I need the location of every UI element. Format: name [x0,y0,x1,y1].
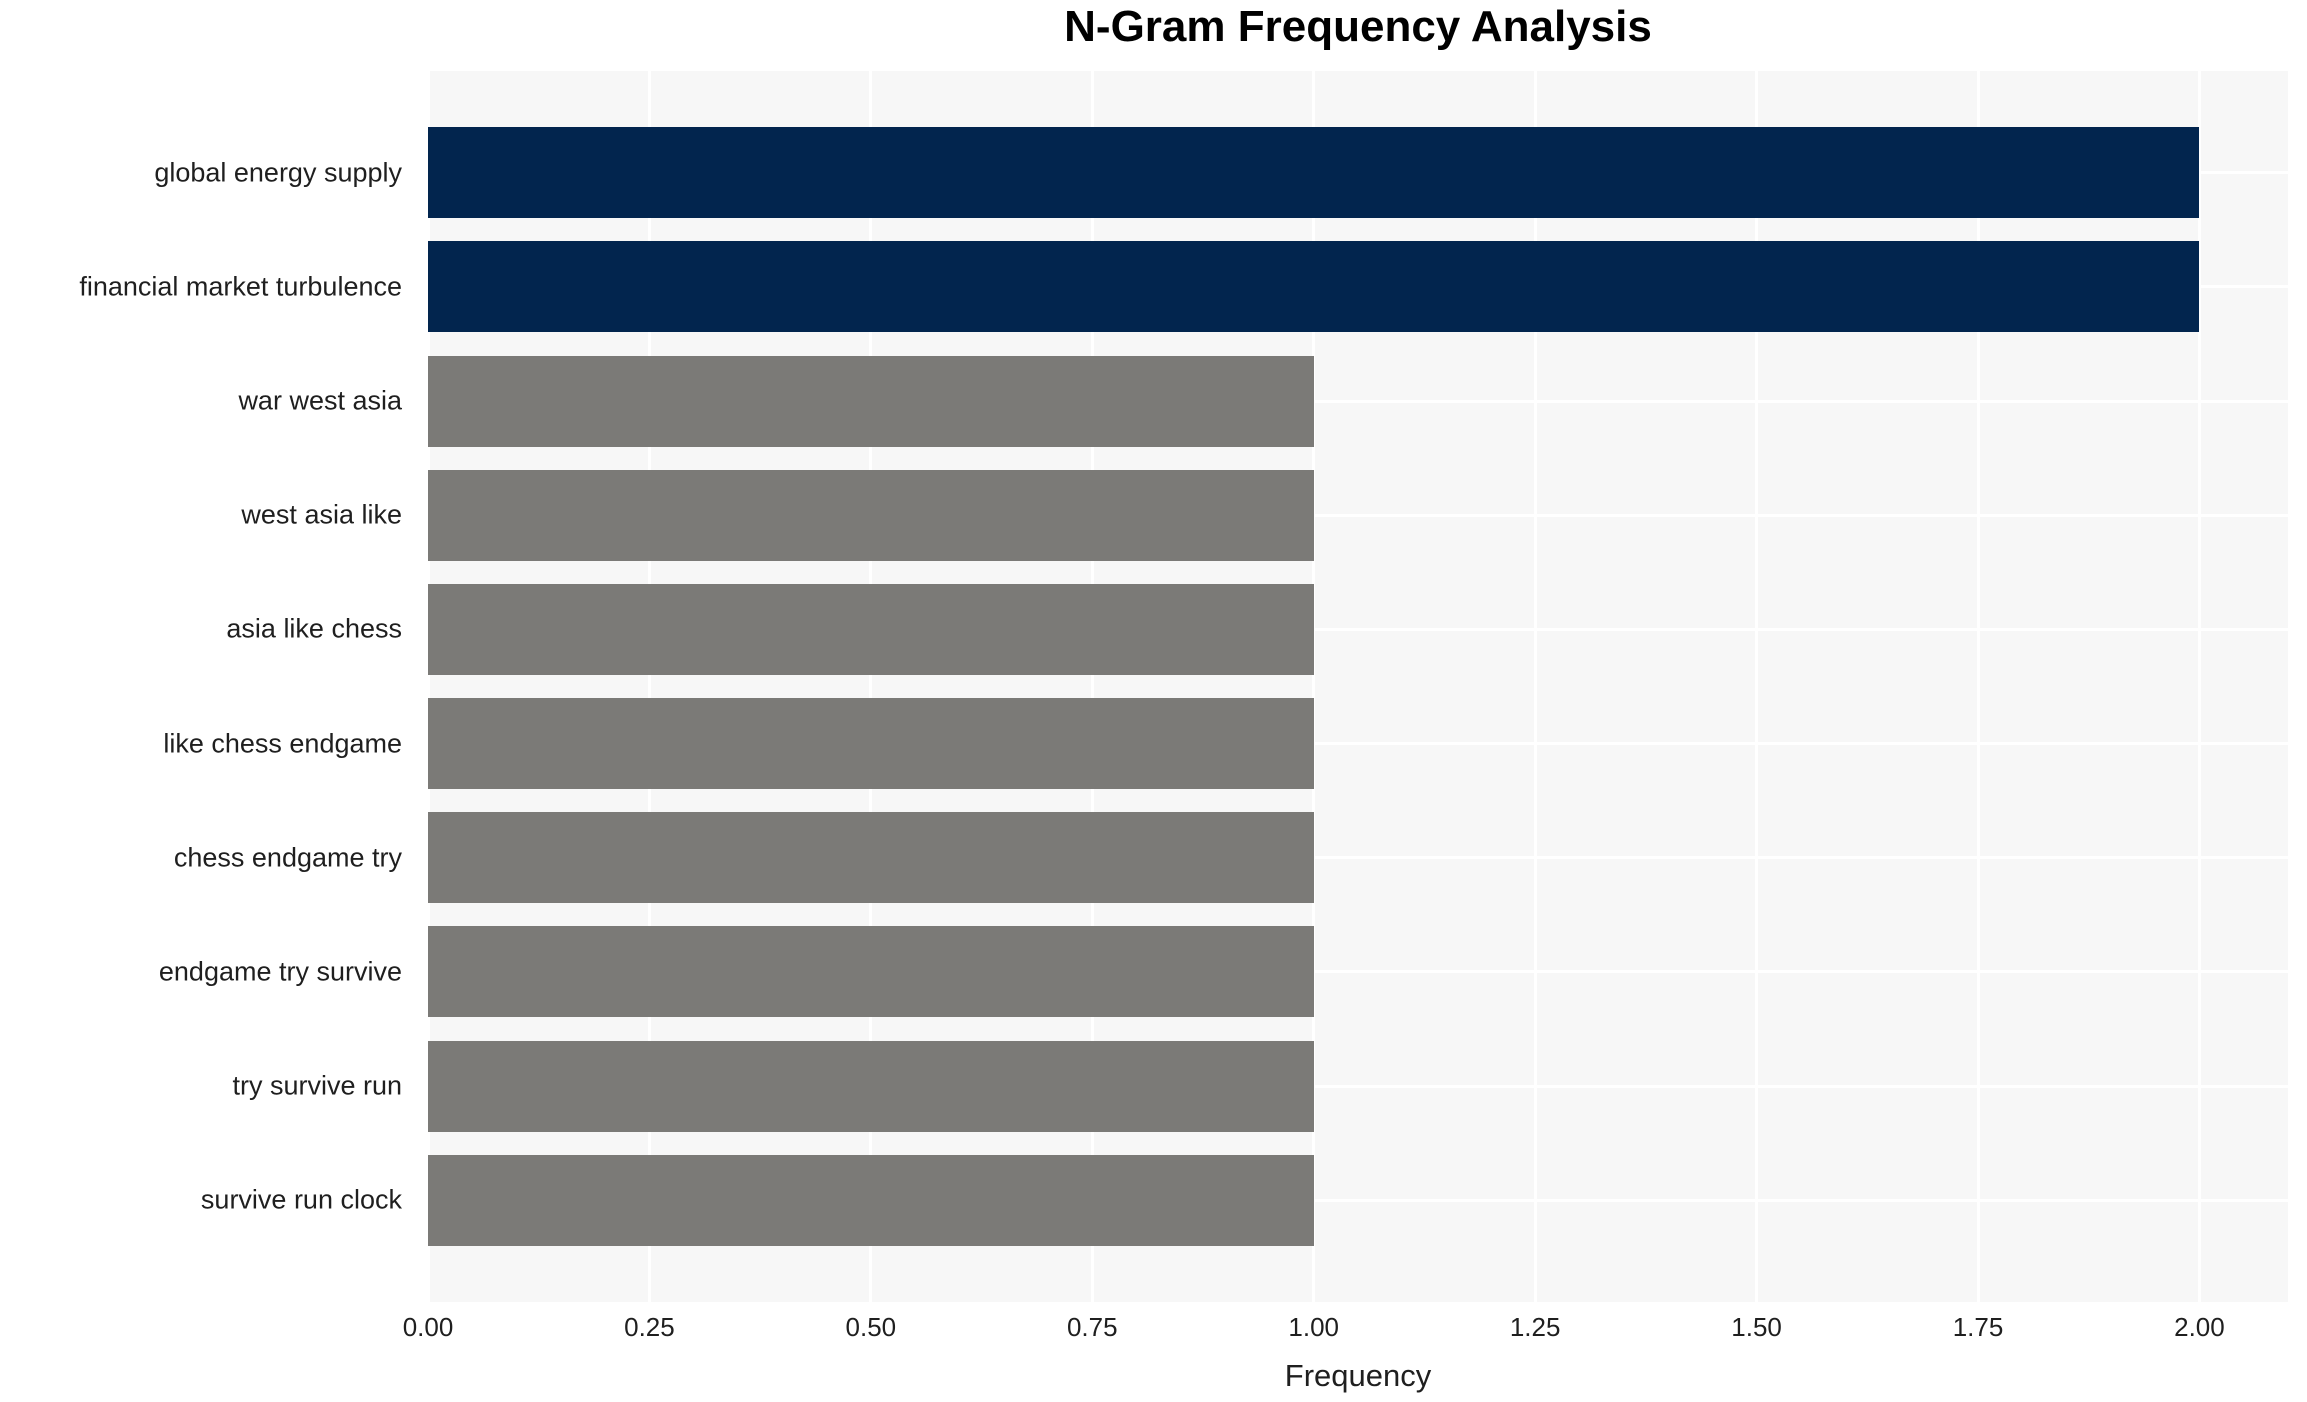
y-tick-label: war west asia [238,385,402,416]
bar [428,926,1314,1018]
v-gridline [1312,71,1316,1302]
h-gridline [428,970,2288,974]
bar [428,241,2200,333]
bar [428,355,1314,447]
y-tick-label: survive run clock [200,1184,402,1215]
h-gridline [428,513,2288,517]
x-tick-label: 2.00 [2174,1312,2225,1342]
y-tick-label: financial market turbulence [79,271,402,302]
x-tick-label: 0.75 [1066,1312,1118,1342]
y-tick-label: chess endgame try [173,842,402,873]
x-tick-label: 1.75 [1952,1312,2004,1342]
x-axis-label: Frequency [1284,1358,1432,1393]
y-tick-label: try survive run [232,1070,402,1101]
bar [428,1154,1314,1246]
y-tick-label: global energy supply [154,157,402,188]
y-axis-tick-labels: global energy supply financial market tur… [0,71,415,1302]
h-gridline [428,399,2288,403]
bar [428,1040,1314,1132]
x-tick-label: 0.50 [845,1312,897,1342]
x-tick-label: 0.00 [402,1312,454,1342]
h-gridline [428,856,2288,860]
x-tick-label: 1.50 [1731,1312,1782,1342]
y-tick-label: like chess endgame [163,728,402,759]
bar [428,698,1314,790]
h-gridline [428,1084,2288,1088]
v-gridline [869,71,873,1302]
h-gridline [428,627,2288,631]
v-gridline [647,71,651,1302]
h-gridline [428,742,2288,746]
x-tick-label: 1.25 [1509,1312,1561,1342]
bar [428,583,1314,675]
bar [428,812,1314,904]
h-gridline [428,1198,2288,1202]
chart-title: N-Gram Frequency Analysis [1064,2,1652,51]
y-tick-label: west asia like [241,499,402,530]
v-gridline [1755,71,1759,1302]
y-tick-label: endgame try survive [158,956,402,987]
x-tick-label: 1.00 [1288,1312,1340,1342]
plot-area [426,71,2288,1302]
v-gridline [1090,71,1094,1302]
v-gridline [2197,71,2201,1302]
x-tick-label: 0.25 [624,1312,675,1342]
bar [428,127,2200,219]
bar [428,469,1314,561]
v-gridline [1976,71,1980,1302]
v-gridline [1533,71,1537,1302]
v-gridline [426,71,430,1302]
y-tick-label: asia like chess [226,613,402,644]
